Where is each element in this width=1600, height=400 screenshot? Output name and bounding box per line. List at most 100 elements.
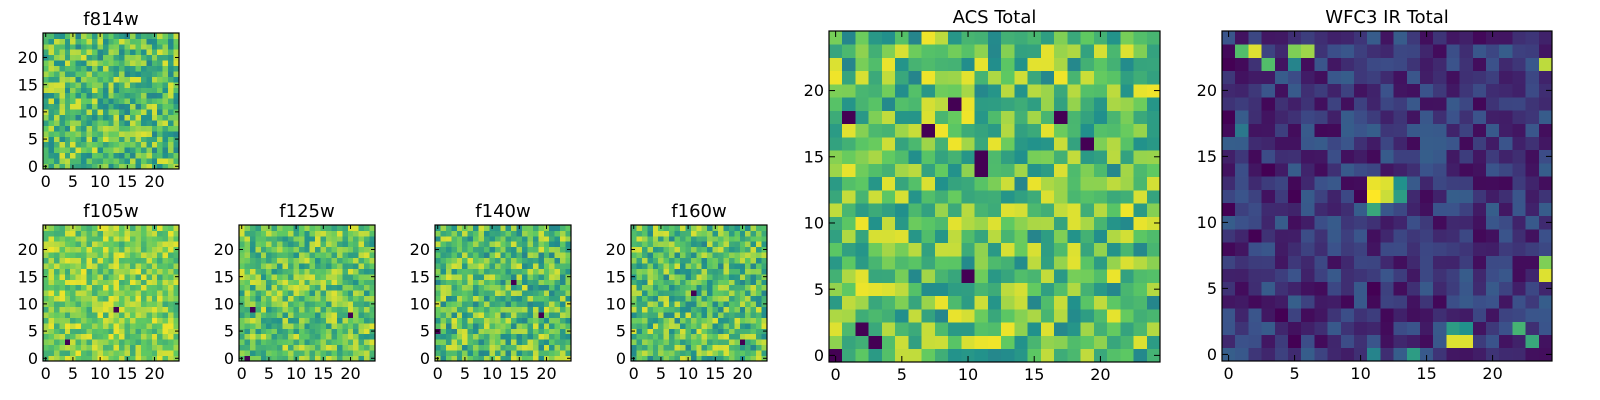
- heatmap-cell: [70, 350, 77, 356]
- heatmap-cell: [1040, 44, 1055, 58]
- heatmap-cell: [157, 339, 164, 346]
- heatmap-cell: [140, 158, 147, 164]
- heatmap-cell: [532, 301, 539, 307]
- heatmap-cell: [842, 322, 856, 336]
- heatmap-cell: [1486, 242, 1500, 256]
- heatmap-cell: [282, 350, 289, 356]
- heatmap-cell: [59, 87, 66, 94]
- heatmap-cell: [636, 263, 643, 269]
- heatmap-cell: [895, 57, 909, 72]
- heatmap-cell: [1367, 281, 1381, 296]
- heatmap-cell: [1146, 123, 1161, 138]
- heatmap-cell: [97, 136, 104, 143]
- heatmap-cell: [1288, 295, 1302, 309]
- heatmap-cell: [1367, 123, 1381, 137]
- heatmap-cell: [146, 43, 153, 50]
- heatmap-cell: [140, 163, 147, 170]
- heatmap-cell: [663, 257, 670, 264]
- heatmap-cell: [1340, 57, 1355, 71]
- heatmap-cell: [1327, 189, 1342, 203]
- heatmap-cell: [1235, 229, 1249, 243]
- heatmap-cell: [358, 284, 365, 291]
- heatmap-cell: [168, 141, 174, 148]
- heatmap-cell: [1486, 255, 1500, 269]
- heatmap-cell: [516, 344, 523, 351]
- heatmap-cell: [554, 241, 561, 248]
- heatmap-cell: [162, 120, 169, 126]
- heatmap-cell: [102, 81, 109, 88]
- heatmap-cell: [162, 147, 169, 154]
- heatmap-cell: [48, 136, 55, 143]
- heatmap-cell: [309, 246, 316, 253]
- heatmap-cell: [647, 268, 654, 275]
- heatmap-cell: [451, 290, 458, 297]
- heatmap-cell: [53, 120, 60, 126]
- heatmap-cell: [483, 290, 490, 297]
- heatmap-cell: [961, 269, 976, 283]
- heatmap-cell: [266, 235, 273, 242]
- heatmap-cell: [293, 328, 300, 335]
- heatmap-cell: [1107, 348, 1121, 363]
- heatmap-cell: [48, 328, 55, 335]
- heatmap-cell: [151, 125, 158, 132]
- heatmap-cell: [70, 60, 77, 67]
- heatmap-cell: [663, 225, 670, 231]
- heatmap-cell: [532, 230, 539, 237]
- heatmap-cell: [658, 350, 665, 356]
- heatmap-cell: [59, 301, 66, 307]
- heatmap-cell: [750, 355, 757, 362]
- heatmap-cell: [522, 246, 528, 253]
- heatmap-cell: [728, 273, 735, 280]
- heatmap-cell: [1080, 322, 1095, 336]
- heatmap-cell: [690, 252, 697, 259]
- heatmap-cell: [1014, 163, 1028, 178]
- heatmap-cell: [102, 246, 109, 253]
- heatmap-cell: [282, 344, 289, 351]
- heatmap-cell: [483, 246, 490, 253]
- heatmap-cell: [690, 241, 697, 248]
- heatmap-cell: [342, 301, 349, 307]
- heatmap-cell: [59, 109, 66, 115]
- heatmap-cell: [81, 33, 87, 39]
- heatmap-cell: [124, 322, 131, 329]
- heatmap-cell: [881, 176, 896, 191]
- heatmap-cell: [1248, 295, 1262, 309]
- y-tick-label: 20: [804, 81, 824, 100]
- heatmap-cell: [1433, 189, 1447, 203]
- heatmap-cell: [173, 65, 180, 72]
- heatmap-cell: [249, 350, 256, 356]
- heatmap-cell: [277, 301, 283, 307]
- heatmap-cell: [1001, 57, 1015, 72]
- heatmap-cell: [478, 339, 485, 346]
- heatmap-cell: [1274, 70, 1289, 85]
- heatmap-cell: [1120, 123, 1134, 138]
- heatmap-cell: [266, 230, 273, 237]
- heatmap-cell: [554, 322, 561, 329]
- heatmap-cell: [331, 263, 338, 269]
- heatmap-cell: [511, 306, 517, 313]
- heatmap-cell: [1261, 347, 1276, 362]
- heatmap-cell: [173, 130, 180, 137]
- heatmap-cell: [75, 87, 82, 94]
- heatmap-cell: [168, 76, 174, 83]
- heatmap-cell: [440, 263, 447, 269]
- heatmap-cell: [728, 257, 735, 264]
- heatmap-cell: [707, 339, 713, 346]
- heatmap-cell: [135, 152, 142, 159]
- heatmap-cell: [1525, 176, 1540, 190]
- heatmap-cell: [162, 235, 169, 242]
- heatmap-cell: [1027, 176, 1042, 191]
- heatmap-cell: [1040, 163, 1055, 178]
- heatmap-cell: [734, 344, 741, 351]
- heatmap-cell: [1433, 334, 1447, 349]
- heatmap-cell: [59, 230, 66, 237]
- heatmap-cell: [1459, 70, 1474, 85]
- heatmap-cell: [701, 339, 708, 346]
- heatmap-cell: [260, 235, 267, 242]
- heatmap-cell: [113, 125, 120, 132]
- heatmap-cell: [855, 123, 870, 138]
- heatmap-cell: [652, 295, 659, 302]
- heatmap-cell: [271, 235, 278, 242]
- heatmap-cell: [113, 158, 120, 164]
- heatmap-cell: [707, 241, 713, 248]
